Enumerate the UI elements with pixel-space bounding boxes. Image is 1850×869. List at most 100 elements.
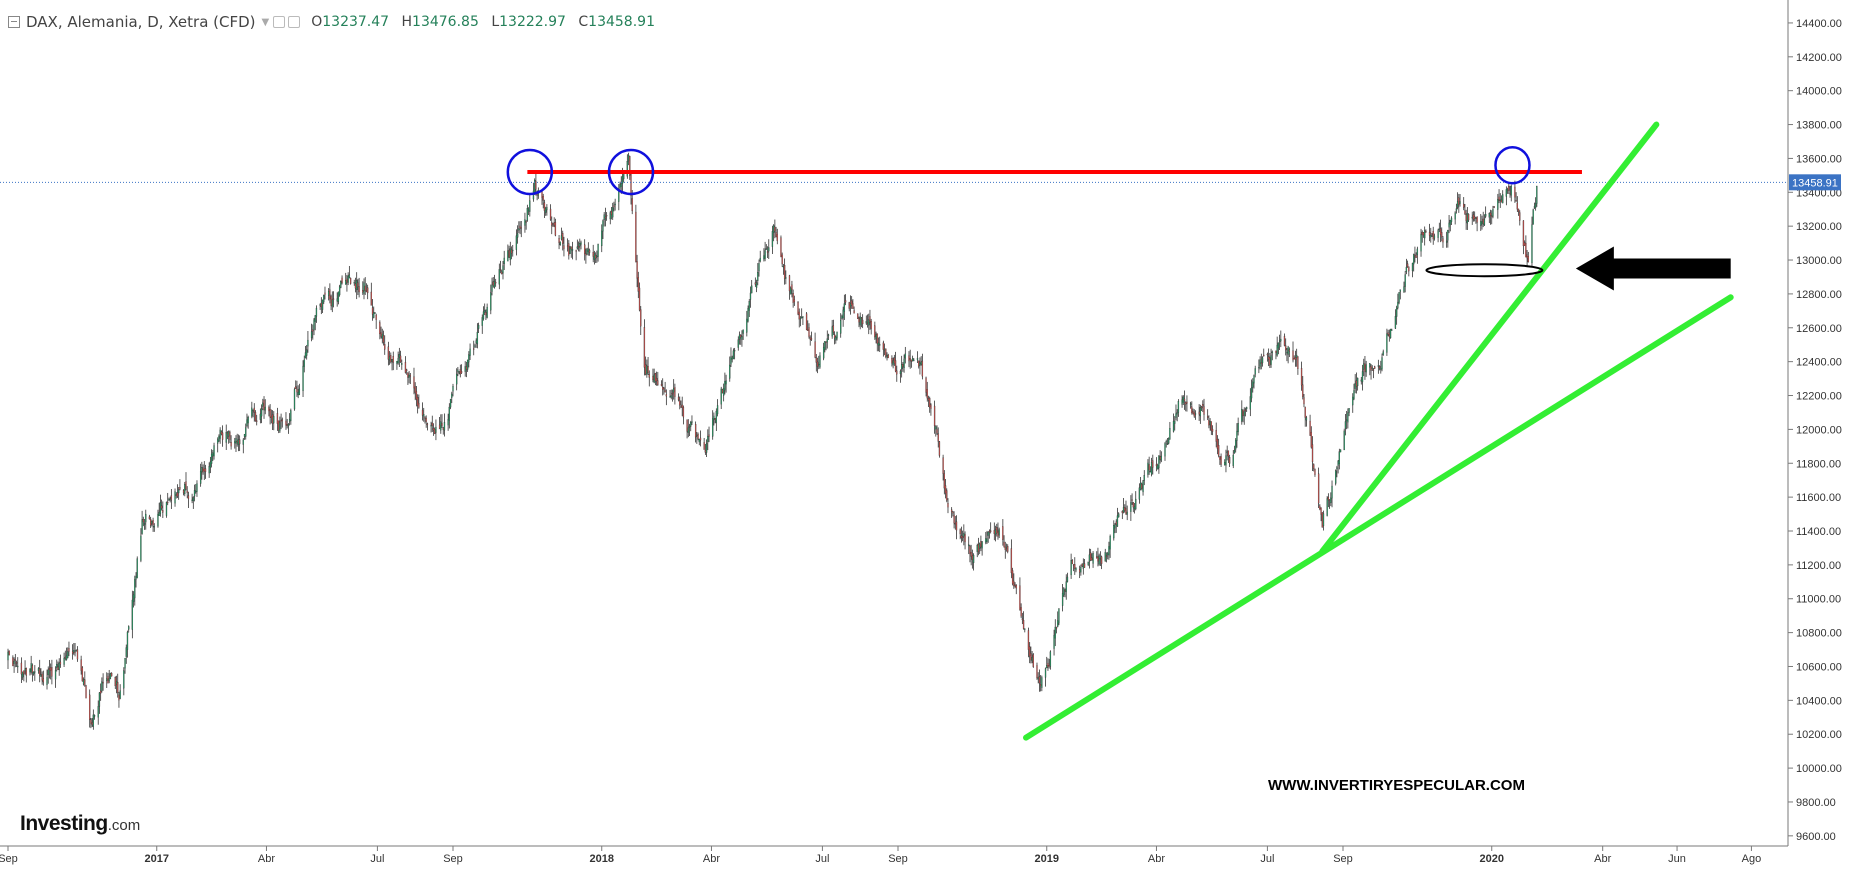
candle-down bbox=[434, 428, 436, 434]
candle-down bbox=[1030, 653, 1032, 661]
candle-up bbox=[1399, 289, 1401, 292]
candle bbox=[1395, 305, 1398, 325]
collapse-icon[interactable] bbox=[8, 16, 20, 28]
candle-down bbox=[631, 198, 633, 212]
x-tick-label: Sep bbox=[1333, 853, 1353, 865]
candle bbox=[690, 420, 692, 432]
candle-up bbox=[731, 357, 733, 360]
candle bbox=[618, 184, 620, 211]
settings-icon[interactable] bbox=[273, 16, 286, 28]
candle-up bbox=[218, 436, 220, 442]
candle bbox=[247, 415, 249, 429]
candle-down bbox=[1260, 362, 1262, 364]
close-icon[interactable] bbox=[288, 16, 301, 28]
candle bbox=[126, 630, 129, 658]
candle bbox=[332, 291, 335, 308]
y-axis[interactable]: 9600.009800.0010000.0010200.0010400.0010… bbox=[1787, 0, 1850, 869]
candle-down bbox=[1038, 676, 1041, 684]
candle bbox=[338, 284, 341, 297]
candle bbox=[785, 270, 787, 285]
candle bbox=[280, 413, 282, 430]
candle-down bbox=[406, 369, 408, 371]
candle bbox=[356, 272, 358, 300]
candle-up bbox=[486, 306, 488, 318]
candle bbox=[375, 313, 377, 329]
candle-down bbox=[89, 694, 91, 720]
candle-up bbox=[1286, 351, 1288, 354]
candle bbox=[614, 198, 616, 211]
candle bbox=[390, 352, 392, 364]
candle-up bbox=[1437, 230, 1439, 238]
candle-up bbox=[247, 417, 249, 424]
candle bbox=[182, 489, 185, 496]
candle-up bbox=[1092, 553, 1094, 564]
candle bbox=[1259, 356, 1261, 370]
candle bbox=[1143, 470, 1145, 486]
candle-down bbox=[1186, 401, 1188, 404]
candle bbox=[558, 235, 560, 250]
candle-up bbox=[67, 651, 69, 659]
candle-up bbox=[1253, 375, 1255, 384]
candle bbox=[1182, 395, 1184, 406]
candle-down bbox=[1193, 412, 1195, 417]
candle-up bbox=[509, 248, 511, 260]
long-uptrend-line bbox=[1023, 294, 1734, 741]
candle-up bbox=[865, 321, 867, 324]
x-axis[interactable]: Sep 2017 Abr Jul Sep 2018 Abr Jul Sep 2019 Abr Jul S… bbox=[0, 845, 1788, 865]
candle bbox=[1063, 587, 1065, 597]
candle-down bbox=[1313, 464, 1315, 469]
y-axis-panel bbox=[1788, 0, 1850, 869]
candle-down bbox=[1228, 457, 1231, 464]
y-tick-label: 9800.00 bbox=[1796, 797, 1836, 809]
candle-down bbox=[1285, 345, 1287, 351]
candle-down bbox=[362, 289, 364, 293]
candle bbox=[430, 421, 432, 433]
candle-up bbox=[507, 250, 509, 262]
x-tick-label: 2020 bbox=[1479, 853, 1503, 865]
candle bbox=[1122, 497, 1125, 514]
candle bbox=[1108, 541, 1110, 560]
candle bbox=[259, 408, 262, 424]
candle bbox=[792, 289, 794, 308]
candle bbox=[704, 444, 707, 455]
y-tick-label: 11800.00 bbox=[1796, 458, 1841, 470]
candle-up bbox=[597, 244, 599, 257]
symbol-title[interactable]: DAX, Alemania, D, Xetra (CFD) bbox=[26, 13, 256, 31]
candle-up bbox=[491, 284, 493, 292]
candle-down bbox=[1498, 196, 1500, 201]
candle bbox=[947, 498, 949, 514]
candle-down bbox=[860, 317, 863, 319]
candle-down bbox=[776, 234, 778, 241]
candle-down bbox=[1269, 357, 1271, 366]
candle bbox=[1099, 551, 1102, 567]
candle-down bbox=[84, 679, 86, 686]
candle-down bbox=[570, 246, 572, 250]
y-tick-label: 10200.00 bbox=[1796, 729, 1842, 741]
candle bbox=[655, 371, 658, 386]
candle bbox=[1441, 227, 1443, 242]
candle-up bbox=[716, 405, 719, 415]
candle bbox=[285, 412, 287, 430]
candle-up bbox=[1475, 217, 1477, 219]
candle bbox=[256, 414, 258, 426]
candle bbox=[1363, 358, 1365, 377]
candle-down bbox=[387, 346, 390, 360]
y-tick-label: 12800.00 bbox=[1796, 289, 1842, 301]
candle bbox=[1399, 289, 1401, 300]
candle-up bbox=[1243, 411, 1245, 416]
candle-down bbox=[1317, 473, 1320, 504]
candle-down bbox=[638, 287, 641, 311]
candle-up bbox=[264, 406, 266, 411]
candle-down bbox=[629, 156, 631, 176]
candle bbox=[644, 356, 647, 376]
candle-up bbox=[213, 445, 215, 457]
candle-up bbox=[1147, 462, 1149, 475]
chevron-down-icon[interactable]: ▼ bbox=[261, 16, 270, 28]
candle bbox=[373, 306, 375, 319]
candle bbox=[1219, 455, 1221, 465]
candle-down bbox=[1124, 507, 1126, 511]
candle bbox=[1053, 629, 1055, 656]
candle bbox=[990, 522, 992, 534]
candle-down bbox=[1071, 560, 1073, 564]
